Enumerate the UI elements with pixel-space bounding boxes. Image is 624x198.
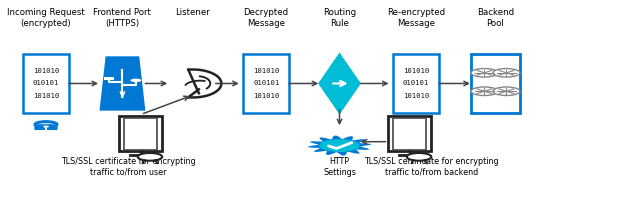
Text: Decrypted
Message: Decrypted Message [243,8,289,28]
Text: TLS/SSL certificate for encrypting
traffic to/from backend: TLS/SSL certificate for encrypting traff… [364,157,499,177]
FancyBboxPatch shape [393,54,439,113]
FancyBboxPatch shape [243,54,289,113]
Text: Incoming Request
(encrypted): Incoming Request (encrypted) [7,8,85,28]
Text: 010101: 010101 [253,80,280,87]
Text: 101010: 101010 [403,93,429,99]
Text: 101010: 101010 [253,68,280,74]
Text: Backend
Pool: Backend Pool [477,8,514,28]
Text: Listener: Listener [175,8,210,17]
FancyBboxPatch shape [119,116,162,151]
Text: Frontend Port
(HTTPS): Frontend Port (HTTPS) [94,8,152,28]
Circle shape [130,79,142,82]
FancyBboxPatch shape [34,124,57,130]
FancyBboxPatch shape [104,77,114,80]
Text: 101010: 101010 [33,93,59,99]
FancyBboxPatch shape [393,118,426,150]
Text: 101010: 101010 [33,68,59,74]
Polygon shape [318,52,361,114]
Text: 010101: 010101 [403,80,429,87]
Text: 101010: 101010 [403,68,429,74]
Text: Routing
Rule: Routing Rule [323,8,356,28]
FancyBboxPatch shape [23,54,69,113]
Text: 101010: 101010 [253,93,280,99]
Circle shape [493,87,520,95]
Circle shape [138,153,162,161]
Text: 010101: 010101 [33,80,59,87]
Text: TLS/SSL certificate for encrypting
traffic to/from user: TLS/SSL certificate for encrypting traff… [61,157,196,177]
Circle shape [471,69,498,77]
Text: Re-encrypted
Message: Re-encrypted Message [387,8,445,28]
Circle shape [407,153,431,161]
Polygon shape [99,56,145,111]
Polygon shape [308,136,371,156]
Circle shape [493,69,520,77]
FancyBboxPatch shape [388,116,431,151]
Circle shape [471,87,498,95]
Circle shape [319,139,360,152]
Text: HTTP
Settings: HTTP Settings [323,157,356,177]
FancyBboxPatch shape [124,118,157,150]
FancyBboxPatch shape [471,54,520,113]
Circle shape [43,126,49,128]
